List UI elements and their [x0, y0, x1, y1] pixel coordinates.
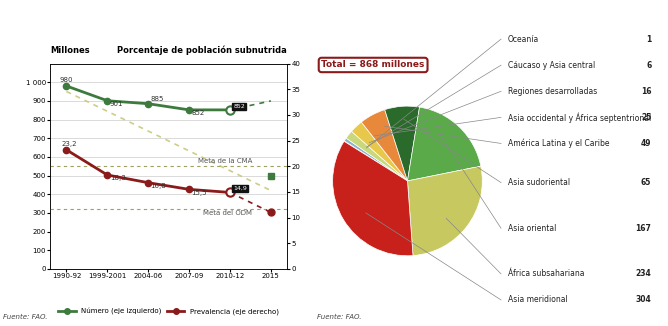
Text: 16,8: 16,8	[151, 183, 166, 189]
Text: 65: 65	[641, 178, 651, 187]
Text: 852: 852	[192, 110, 205, 116]
Text: 25: 25	[641, 113, 651, 122]
Text: 901: 901	[110, 101, 124, 107]
Wedge shape	[351, 122, 407, 181]
Text: América Latina y el Caribe: América Latina y el Caribe	[508, 139, 609, 148]
Wedge shape	[407, 166, 482, 256]
Text: 6: 6	[646, 61, 651, 70]
Text: 23,2: 23,2	[61, 141, 77, 147]
Text: La subnutrición en los países en desarrollo: La subnutrición en los países en desarro…	[13, 22, 236, 32]
Text: 167: 167	[635, 224, 651, 233]
Text: Total = 868 millones: Total = 868 millones	[321, 60, 425, 69]
Wedge shape	[333, 141, 413, 256]
Text: Asia meridional: Asia meridional	[508, 295, 567, 304]
Text: 49: 49	[641, 139, 651, 148]
Text: Meta del ODM: Meta del ODM	[204, 210, 253, 216]
Text: 234: 234	[635, 269, 651, 278]
Text: 980: 980	[59, 77, 73, 83]
Text: Distribución de la subnutrición en los países en
desarrollo, por región, 2010-12: Distribución de la subnutrición en los p…	[328, 17, 542, 37]
Text: Porcentaje de población subnutrida: Porcentaje de población subnutrida	[118, 46, 287, 55]
Text: Millones: Millones	[50, 46, 90, 55]
Text: Fuente: FAO.: Fuente: FAO.	[317, 315, 362, 320]
Text: 304: 304	[635, 295, 651, 304]
Text: 885: 885	[151, 96, 164, 102]
Wedge shape	[344, 138, 407, 181]
Legend: Número (eje izquierdo), Prevalencia (eje derecho): Número (eje izquierdo), Prevalencia (eje…	[55, 305, 282, 318]
Wedge shape	[344, 141, 407, 181]
Wedge shape	[361, 110, 407, 181]
Text: África subsahariana: África subsahariana	[508, 269, 584, 278]
Wedge shape	[407, 107, 481, 181]
Text: 1: 1	[646, 35, 651, 44]
Text: Meta de la CMA: Meta de la CMA	[198, 158, 253, 164]
Text: Oceanía: Oceanía	[508, 35, 539, 44]
Text: Asia oriental: Asia oriental	[508, 224, 556, 233]
Wedge shape	[346, 131, 407, 181]
Text: Fuente: FAO.: Fuente: FAO.	[3, 315, 48, 320]
Text: 16: 16	[641, 87, 651, 96]
Text: 15,5: 15,5	[192, 190, 207, 196]
Text: Cáucaso y Asia central: Cáucaso y Asia central	[508, 61, 595, 70]
Text: 852: 852	[233, 104, 245, 109]
Wedge shape	[385, 106, 420, 181]
Text: Asia occidental y África septentrional: Asia occidental y África septentrional	[508, 112, 651, 123]
Text: Asia sudoriental: Asia sudoriental	[508, 178, 570, 187]
Text: 18,3: 18,3	[110, 175, 126, 181]
Text: Regiones desarrolladas: Regiones desarrolladas	[508, 87, 597, 96]
Text: 14,9: 14,9	[233, 186, 247, 191]
